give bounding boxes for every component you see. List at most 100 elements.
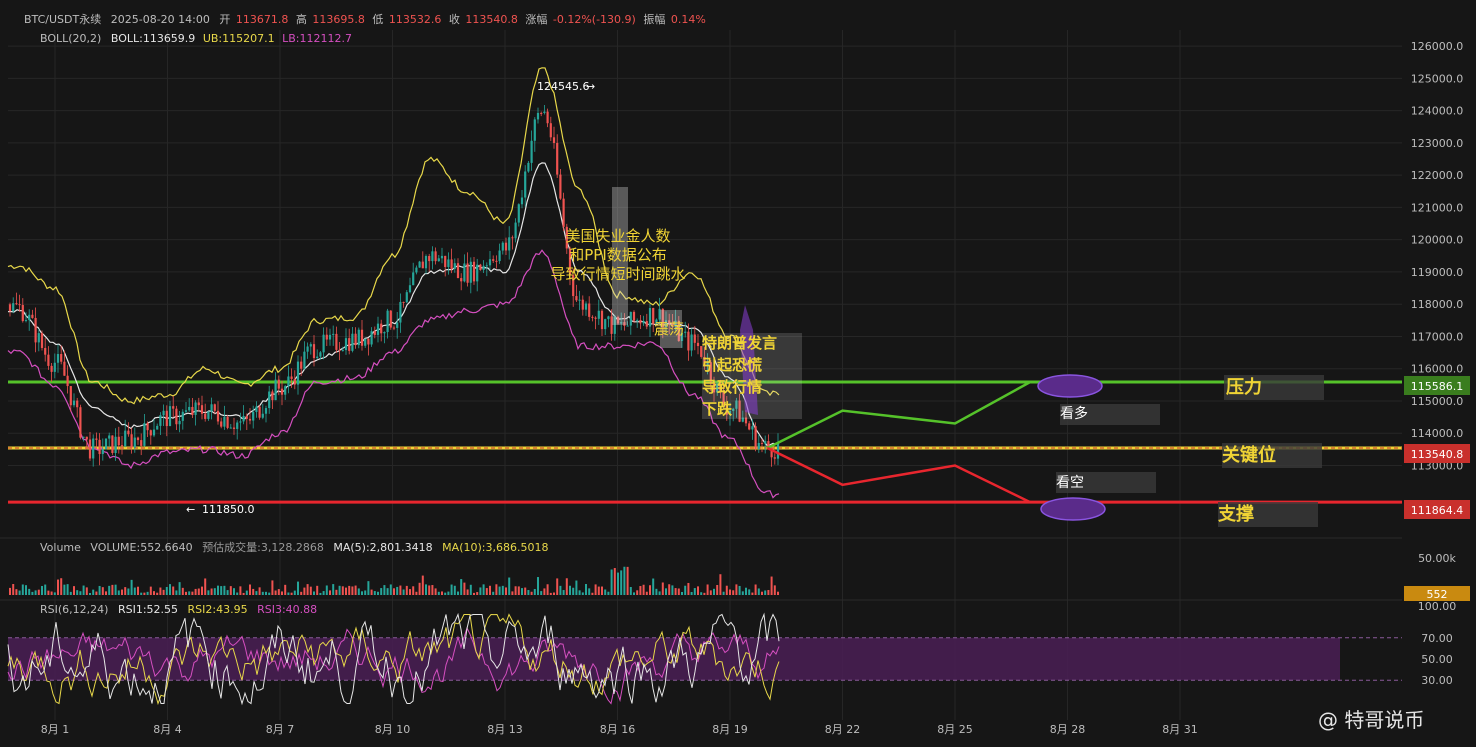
volume-bar — [47, 590, 50, 595]
candle-body — [364, 338, 367, 346]
volume-bar — [546, 584, 549, 595]
volume-bar — [133, 587, 136, 595]
volume-bar — [741, 591, 744, 595]
volume-bar — [405, 585, 408, 595]
candle-body — [748, 423, 751, 430]
volume-bar — [370, 589, 373, 595]
candle-body — [645, 321, 648, 327]
volume-bar — [31, 591, 34, 595]
volume-bar — [194, 588, 197, 595]
candle-body — [332, 333, 335, 335]
candle-body — [194, 402, 197, 415]
volume-bar — [447, 591, 450, 595]
candle-body — [636, 320, 639, 322]
volume-bar — [15, 589, 18, 595]
candle-body — [408, 285, 412, 293]
volume-bar — [37, 589, 40, 595]
candle-body — [143, 423, 146, 446]
candle-body — [495, 260, 498, 262]
volume-bar — [213, 588, 216, 595]
volume-bar — [284, 584, 287, 595]
volume-bar — [124, 587, 127, 595]
candle-body — [437, 258, 440, 262]
range-label: 震荡 — [654, 320, 684, 338]
candle-body — [597, 310, 600, 319]
price-tick-label: 118000.0 — [1411, 298, 1464, 311]
volume-bar — [287, 592, 290, 595]
volume-bar — [738, 585, 741, 595]
candle-body — [172, 406, 175, 409]
candle-body — [98, 439, 101, 455]
volume-bar — [146, 591, 149, 595]
candle-body — [120, 445, 124, 447]
candle-body — [184, 410, 188, 412]
volume-bar — [9, 587, 11, 595]
volume-bar — [591, 592, 594, 595]
volume-bar — [345, 587, 347, 595]
candle-body — [504, 242, 508, 251]
candle-body — [760, 442, 764, 444]
candle-body — [744, 417, 748, 424]
volume-bar — [565, 578, 568, 595]
candle-body — [293, 378, 296, 385]
volume-bar — [639, 586, 642, 595]
volume-bar — [610, 569, 613, 595]
candle-body — [338, 349, 341, 351]
candle-body — [200, 405, 204, 414]
candle-body — [268, 391, 271, 409]
volume-bar — [153, 591, 155, 595]
volume-bar — [226, 590, 229, 595]
volume-bar — [569, 585, 571, 595]
candle-body — [168, 406, 172, 427]
rsi-panel — [7, 612, 1402, 706]
volume-bar — [98, 585, 101, 595]
volume-bar — [735, 584, 738, 595]
candle-body — [527, 162, 530, 172]
candle-body — [223, 416, 226, 427]
volume-bar — [607, 591, 610, 595]
candle-body — [706, 362, 709, 366]
candle-body — [629, 311, 632, 326]
volume-bar — [556, 578, 559, 595]
candle-body — [216, 410, 220, 422]
volume-bar — [585, 584, 587, 595]
volume-bar — [636, 590, 639, 595]
support-price-tag — [1404, 500, 1470, 519]
candle-body — [312, 344, 316, 359]
volume-bar — [732, 590, 735, 595]
candle-body — [687, 331, 690, 351]
volume-bar — [444, 592, 447, 595]
candle-body — [104, 438, 108, 450]
header-line: BTC/USDT永续 2025-08-20 14:00 开 113671.8 高… — [24, 12, 706, 26]
candle-body — [31, 314, 34, 318]
time-tick-label: 8月 28 — [1050, 723, 1086, 736]
volume-bar — [159, 587, 162, 595]
candle-body — [15, 303, 18, 305]
candle-body — [24, 320, 28, 322]
price-axis[interactable] — [1402, 0, 1476, 747]
volume-bar — [687, 582, 690, 595]
volume-bar — [453, 585, 456, 595]
candle-body — [482, 265, 485, 271]
volume-bar — [220, 586, 223, 595]
high-marker-label: 124545.6 — [537, 80, 590, 93]
volume-bar — [389, 584, 392, 595]
candle-body — [140, 440, 143, 446]
volume-bar — [485, 588, 488, 595]
candle-body — [380, 323, 383, 334]
volume-bar — [716, 585, 719, 595]
candle-body — [514, 222, 517, 239]
volume-bar — [76, 590, 79, 595]
volume-bar — [117, 590, 120, 595]
volume-bar — [428, 585, 431, 595]
key-level-label: 关键位 — [1222, 444, 1276, 466]
candle-body — [101, 449, 104, 455]
time-tick-label: 8月 10 — [375, 723, 411, 736]
candle-body — [213, 404, 216, 411]
bear-label-box — [1056, 472, 1156, 493]
volume-bar — [773, 585, 776, 595]
candle-body — [239, 421, 242, 423]
time-tick-label: 8月 31 — [1162, 723, 1198, 736]
